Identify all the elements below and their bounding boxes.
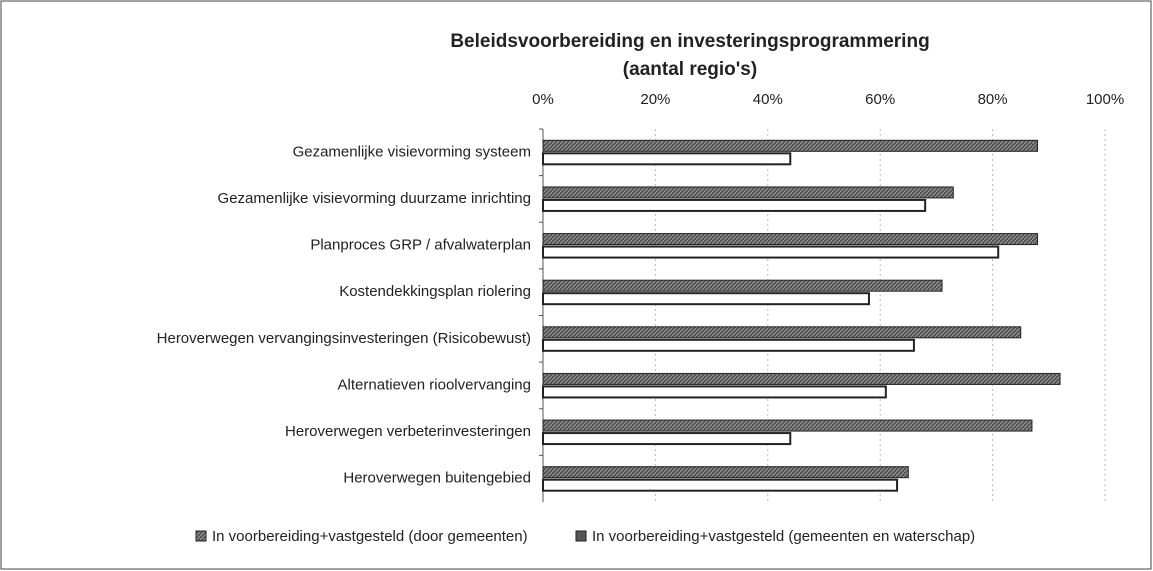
bar [542,372,1061,385]
bar [542,419,1033,432]
y-tick-label: Heroverwegen vervangingsinvesteringen (R… [157,330,531,347]
y-tick-label: Alternatieven rioolvervanging [338,376,531,393]
legend-label: In voorbereiding+vastgesteld (door gemee… [212,528,528,545]
bar [542,139,1039,152]
bar [542,152,792,166]
x-tick-label: 40% [753,91,783,108]
y-tick-label: Heroverwegen verbeterinvesteringen [285,423,531,440]
legend-label: In voorbereiding+vastgesteld (gemeenten … [592,528,975,545]
bar [542,338,915,352]
y-tick-label: Gezamenlijke visievorming duurzame inric… [218,190,531,207]
x-tick-label: 100% [1086,91,1124,108]
y-tick-label: Gezamenlijke visievorming systeem [293,143,531,160]
bar [542,326,1022,339]
y-tick-label: Planproces GRP / afvalwaterplan [310,237,531,254]
x-tick-label: 0% [532,91,554,108]
bar [542,432,792,446]
legend-swatch [195,530,207,542]
x-tick-label: 20% [640,91,670,108]
x-tick-label: 80% [978,91,1008,108]
bar [542,279,943,292]
y-tick-label: Kostendekkingsplan riolering [339,283,531,300]
bar [542,385,887,399]
chart-title: Beleidsvoorbereiding en investeringsprog… [450,31,929,52]
chart-subtitle: (aantal regio's) [623,59,757,80]
bar [542,186,954,199]
bar [542,478,899,492]
bar [542,466,909,479]
legend-swatch [575,530,587,542]
bar [542,198,927,212]
bar [542,245,1000,259]
bar [542,292,870,306]
x-tick-label: 60% [865,91,895,108]
bar [542,233,1039,246]
y-tick-label: Heroverwegen buitengebied [343,470,531,487]
